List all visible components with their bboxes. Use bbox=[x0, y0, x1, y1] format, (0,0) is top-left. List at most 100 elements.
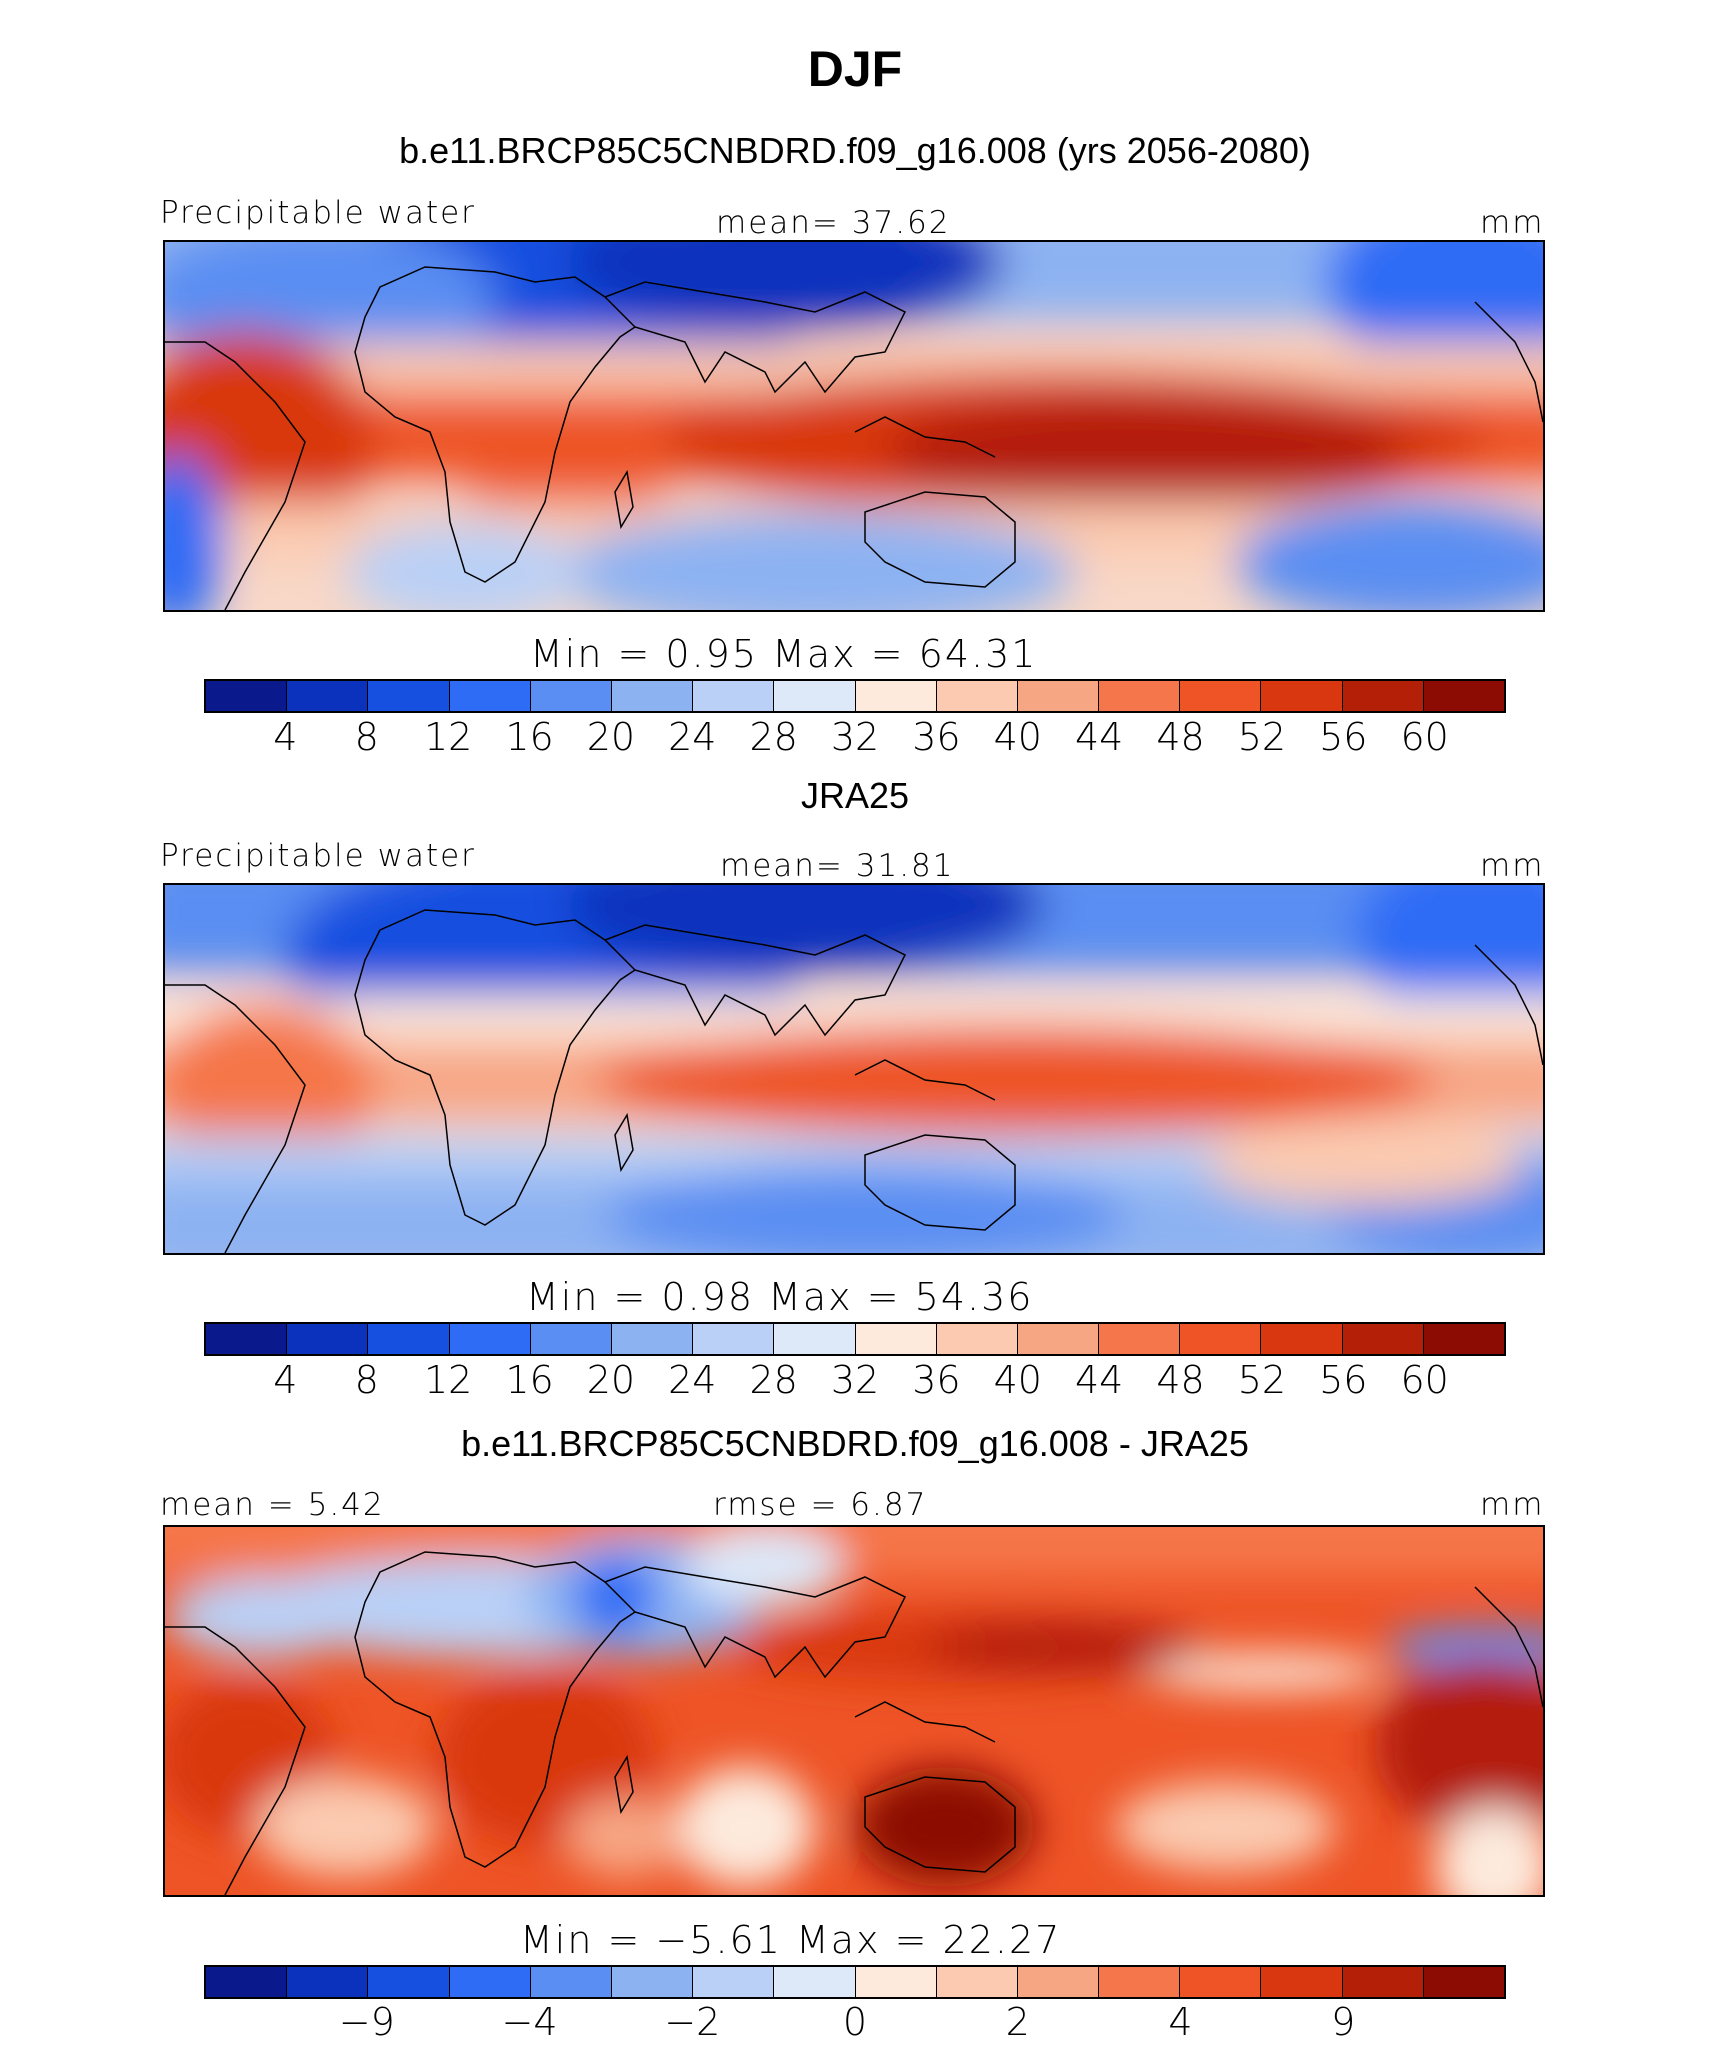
panel-3-units: mm bbox=[1480, 1487, 1545, 1523]
colorbar-tick-label: 20 bbox=[586, 1358, 636, 1402]
colorbar-swatch bbox=[368, 1324, 450, 1354]
colorbar-tick-label: 60 bbox=[1400, 715, 1449, 759]
colorbar-swatch bbox=[1017, 1324, 1100, 1354]
colorbar-swatch bbox=[449, 1967, 531, 1997]
colorbar-tick-label: 36 bbox=[912, 1358, 961, 1402]
panel-1-minmax: Min = 0.95 Max = 64.31 bbox=[530, 632, 1038, 676]
panel-1-colorbar-ticks: 4 8 12 16 20 24 28 32 36 40 44 48 52 56 60 bbox=[0, 715, 1710, 765]
panel-2-map bbox=[163, 883, 1545, 1255]
colorbar-swatch bbox=[1261, 1967, 1343, 1997]
colorbar-swatch bbox=[611, 1324, 694, 1354]
colorbar-swatch bbox=[449, 681, 531, 711]
colorbar-swatch bbox=[1423, 681, 1504, 711]
figure-title: DJF bbox=[807, 41, 903, 97]
colorbar-swatch bbox=[1342, 681, 1424, 711]
colorbar-swatch bbox=[1342, 1967, 1424, 1997]
colorbar-tick-label: 28 bbox=[749, 1358, 798, 1402]
panel-3-colorbar-ticks: −9 −4 −2 0 2 4 9 bbox=[0, 2000, 1710, 2050]
colorbar-swatch bbox=[206, 681, 288, 711]
panel-3-minmax: Min = −5.61 Max = 22.27 bbox=[520, 1918, 1062, 1962]
panel-1-mean-label: mean= 37.62 bbox=[716, 205, 951, 241]
colorbar-swatch bbox=[449, 1324, 531, 1354]
panel-1-colorbar bbox=[204, 679, 1506, 713]
panel-3-map bbox=[163, 1525, 1545, 1897]
panel-1-variable-label: Precipitable water bbox=[160, 195, 476, 231]
panel-3-mean-label: mean = 5.42 bbox=[160, 1487, 385, 1523]
panel-3-rmse-label: rmse = 6.87 bbox=[713, 1487, 928, 1523]
panel-1-title: b.e11.BRCP85C5CNBDRD.f09_g16.008 (yrs 20… bbox=[399, 130, 1311, 171]
colorbar-swatch bbox=[693, 1967, 775, 1997]
colorbar-tick-label: 12 bbox=[423, 1358, 473, 1402]
colorbar-tick-label: 56 bbox=[1319, 1358, 1368, 1402]
colorbar-tick-label: 4 bbox=[1168, 2000, 1193, 2044]
colorbar-swatch bbox=[611, 1967, 694, 1997]
colorbar-tick-label: 44 bbox=[1074, 1358, 1124, 1402]
colorbar-tick-label: 0 bbox=[842, 2000, 868, 2044]
colorbar-swatch bbox=[774, 681, 856, 711]
colorbar-swatch bbox=[936, 1324, 1018, 1354]
panel-2-minmax: Min = 0.98 Max = 54.36 bbox=[526, 1275, 1034, 1319]
colorbar-swatch bbox=[1261, 681, 1343, 711]
colorbar-swatch bbox=[287, 1967, 369, 1997]
colorbar-swatch bbox=[206, 1324, 288, 1354]
colorbar-tick-label: 52 bbox=[1237, 715, 1287, 759]
colorbar-swatch bbox=[774, 1324, 856, 1354]
colorbar-tick-label: 8 bbox=[354, 1358, 379, 1402]
colorbar-swatch bbox=[774, 1967, 856, 1997]
colorbar-swatch bbox=[530, 1324, 612, 1354]
colorbar-swatch bbox=[855, 1324, 937, 1354]
colorbar-tick-label: 24 bbox=[668, 715, 717, 759]
colorbar-tick-label: −2 bbox=[664, 2000, 721, 2044]
colorbar-swatch bbox=[1423, 1967, 1504, 1997]
colorbar-tick-label: 9 bbox=[1331, 2000, 1356, 2044]
colorbar-tick-label: 24 bbox=[668, 1358, 717, 1402]
colorbar-tick-label: 20 bbox=[586, 715, 636, 759]
panel-2-colorbar-ticks: 4 8 12 16 20 24 28 32 36 40 44 48 52 56 60 bbox=[0, 1358, 1710, 1408]
colorbar-swatch bbox=[936, 1967, 1018, 1997]
colorbar-swatch bbox=[287, 1324, 369, 1354]
colorbar-swatch bbox=[368, 1967, 450, 1997]
colorbar-tick-label: 2 bbox=[1005, 2000, 1030, 2044]
colorbar-swatch bbox=[1342, 1324, 1424, 1354]
colorbar-swatch bbox=[1099, 1324, 1181, 1354]
colorbar-swatch bbox=[1180, 1324, 1262, 1354]
colorbar-swatch bbox=[1099, 681, 1181, 711]
panel-3-colorbar bbox=[204, 1965, 1506, 1999]
colorbar-tick-label: −9 bbox=[338, 2000, 395, 2044]
colorbar-swatch bbox=[693, 681, 775, 711]
colorbar-tick-label: 60 bbox=[1400, 1358, 1449, 1402]
colorbar-swatch bbox=[936, 681, 1018, 711]
colorbar-swatch bbox=[206, 1967, 288, 1997]
colorbar-tick-label: 16 bbox=[505, 715, 554, 759]
panel-2-title: JRA25 bbox=[800, 775, 910, 816]
colorbar-tick-label: 40 bbox=[993, 1358, 1042, 1402]
colorbar-swatch bbox=[1180, 681, 1262, 711]
colorbar-swatch bbox=[1261, 1324, 1343, 1354]
colorbar-swatch bbox=[530, 1967, 612, 1997]
colorbar-tick-label: 4 bbox=[273, 1358, 298, 1402]
colorbar-tick-label: 12 bbox=[423, 715, 473, 759]
colorbar-tick-label: 44 bbox=[1074, 715, 1124, 759]
colorbar-swatch bbox=[855, 681, 937, 711]
colorbar-swatch bbox=[530, 681, 612, 711]
colorbar-tick-label: 56 bbox=[1319, 715, 1368, 759]
colorbar-swatch bbox=[1180, 1967, 1262, 1997]
colorbar-tick-label: −4 bbox=[501, 2000, 558, 2044]
colorbar-tick-label: 52 bbox=[1237, 1358, 1287, 1402]
colorbar-tick-label: 32 bbox=[830, 1358, 880, 1402]
colorbar-swatch bbox=[1099, 1967, 1181, 1997]
colorbar-swatch bbox=[855, 1967, 937, 1997]
colorbar-swatch bbox=[611, 681, 694, 711]
colorbar-tick-label: 16 bbox=[505, 1358, 554, 1402]
colorbar-tick-label: 28 bbox=[749, 715, 798, 759]
colorbar-tick-label: 32 bbox=[830, 715, 880, 759]
panel-2-colorbar bbox=[204, 1322, 1506, 1356]
panel-2-units: mm bbox=[1480, 848, 1545, 884]
colorbar-swatch bbox=[1423, 1324, 1504, 1354]
colorbar-tick-label: 40 bbox=[993, 715, 1042, 759]
colorbar-swatch bbox=[287, 681, 369, 711]
colorbar-swatch bbox=[1017, 1967, 1100, 1997]
colorbar-tick-label: 36 bbox=[912, 715, 961, 759]
panel-3-title: b.e11.BRCP85C5CNBDRD.f09_g16.008 - JRA25 bbox=[461, 1423, 1249, 1464]
panel-2-variable-label: Precipitable water bbox=[160, 838, 476, 874]
